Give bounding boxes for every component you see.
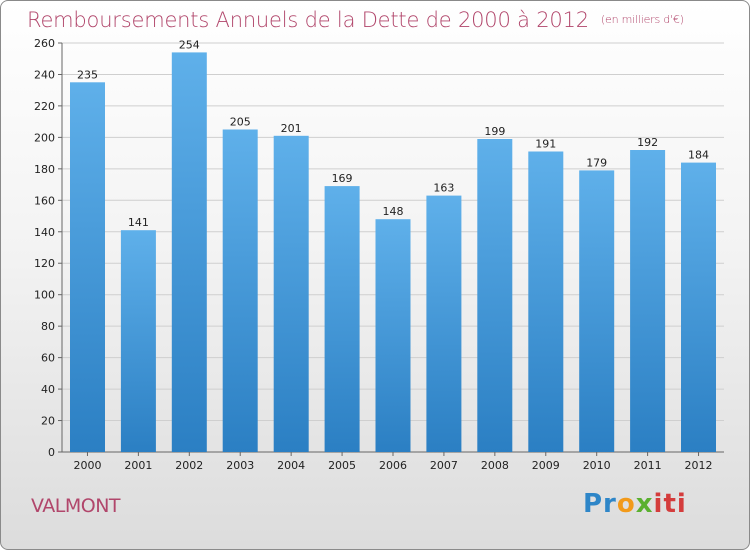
- value-label-2010: 179: [586, 156, 607, 169]
- bar-2007: [426, 195, 462, 452]
- y-tick-label: 140: [34, 226, 55, 239]
- bar-2001: [120, 230, 156, 452]
- x-tick-label-2001: 2001: [124, 459, 152, 472]
- value-label-2000: 235: [77, 68, 98, 81]
- bar-2010: [579, 170, 615, 452]
- value-label-2002: 254: [179, 38, 200, 51]
- x-tick-label-2011: 2011: [634, 459, 662, 472]
- x-tick-label-2008: 2008: [481, 459, 509, 472]
- x-tick-label-2010: 2010: [583, 459, 611, 472]
- bar-2004: [273, 135, 309, 453]
- bar-2002: [171, 52, 207, 453]
- value-label-2001: 141: [128, 216, 149, 229]
- x-tick-label-2005: 2005: [328, 459, 356, 472]
- value-label-2004: 201: [281, 122, 302, 135]
- value-label-2006: 148: [383, 205, 404, 218]
- value-label-2009: 191: [535, 138, 556, 151]
- x-tick-label-2006: 2006: [379, 459, 407, 472]
- y-tick-label: 220: [34, 100, 55, 113]
- y-tick-label: 40: [41, 383, 55, 396]
- x-tick-label-2009: 2009: [532, 459, 560, 472]
- labels: 235 2000 141 2001 254 2002 205 2003 201 2004 169 20…: [73, 38, 712, 472]
- x-tick-label-2004: 2004: [277, 459, 305, 472]
- value-label-2007: 163: [433, 182, 454, 195]
- y-tick-label: 200: [34, 131, 55, 144]
- chart-unit: (en milliers d'€): [600, 13, 684, 26]
- bar-2009: [528, 151, 564, 452]
- y-tick-label: 0: [48, 446, 55, 459]
- bar-2011: [630, 150, 666, 452]
- y-tick-label: 180: [34, 163, 55, 176]
- value-label-2012: 184: [688, 149, 709, 162]
- bar-2005: [324, 186, 360, 452]
- value-label-2008: 199: [484, 125, 505, 138]
- chart-title: Remboursements Annuels de la Dette de 20…: [27, 8, 684, 32]
- value-label-2011: 192: [637, 136, 658, 149]
- bars: [70, 52, 716, 453]
- commune-name: VALMONT: [31, 495, 121, 517]
- proxiti-logo: Proxiti: [583, 489, 687, 519]
- bar-2006: [375, 219, 411, 452]
- x-tick-label-2000: 2000: [73, 459, 101, 472]
- y-tick-label: 240: [34, 68, 55, 81]
- y-tick-label: 100: [34, 289, 55, 302]
- y-tick-label: 20: [41, 415, 55, 428]
- bar-2008: [477, 139, 513, 452]
- bar-2012: [681, 162, 716, 452]
- bar-2003: [222, 129, 258, 452]
- y-tick-label: 80: [41, 320, 55, 333]
- y-tick-label: 120: [34, 257, 55, 270]
- x-tick-label-2007: 2007: [430, 459, 458, 472]
- x-tick-label-2012: 2012: [685, 459, 713, 472]
- value-label-2003: 205: [230, 116, 251, 129]
- chart-title-text: Remboursements Annuels de la Dette de 20…: [27, 8, 589, 32]
- value-label-2005: 169: [332, 172, 353, 185]
- y-tick-label: 60: [41, 352, 55, 365]
- y-tick-label: 260: [34, 37, 55, 50]
- x-tick-label-2002: 2002: [175, 459, 203, 472]
- x-tick-label-2003: 2003: [226, 459, 254, 472]
- bar-2000: [70, 82, 105, 453]
- y-tick-label: 160: [34, 194, 55, 207]
